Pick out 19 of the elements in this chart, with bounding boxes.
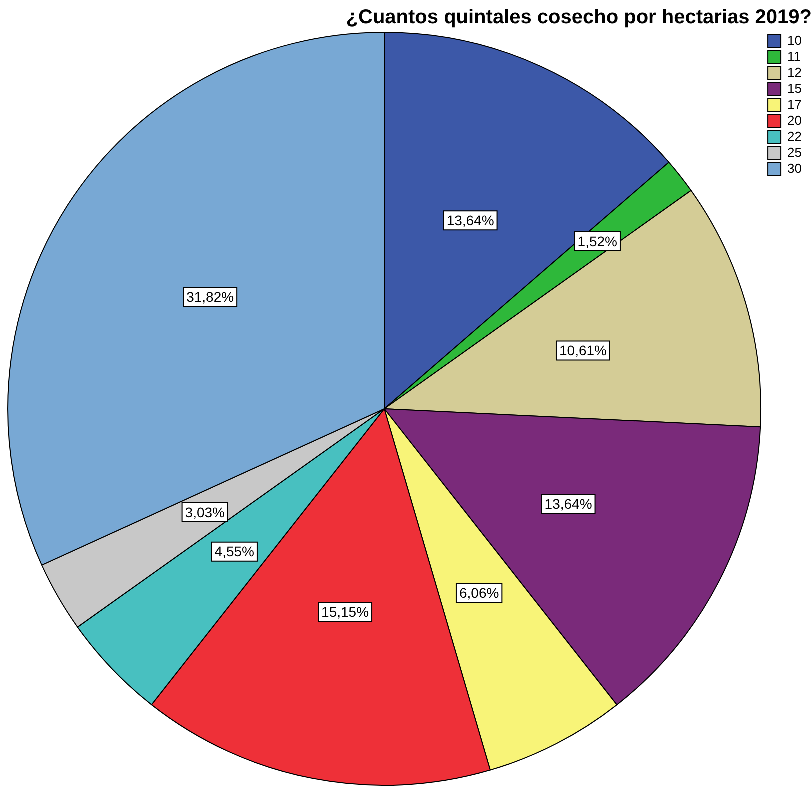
legend-label: 11	[788, 49, 802, 64]
legend-label: 30	[788, 161, 802, 176]
data-label: 3,03%	[185, 504, 226, 520]
legend-label: 15	[788, 81, 802, 96]
data-label: 31,82%	[186, 288, 234, 305]
data-label: 15,15%	[322, 604, 370, 620]
data-label: 4,55%	[214, 544, 254, 560]
legend-label: 17	[788, 97, 802, 112]
legend-label: 10	[788, 33, 802, 48]
legend-label: 22	[788, 129, 802, 144]
legend-label: 25	[788, 145, 802, 160]
legend-label: 12	[788, 65, 802, 80]
data-label: 10,61%	[559, 342, 607, 359]
data-label: 13,64%	[544, 496, 592, 512]
data-label: 1,52%	[578, 233, 618, 250]
data-label: 6,06%	[459, 584, 500, 601]
data-label: 13,64%	[446, 212, 494, 228]
legend-label: 20	[788, 113, 802, 128]
chart-title: ¿Cuantos quintales cosecho por hectarias 2019?	[346, 6, 812, 29]
